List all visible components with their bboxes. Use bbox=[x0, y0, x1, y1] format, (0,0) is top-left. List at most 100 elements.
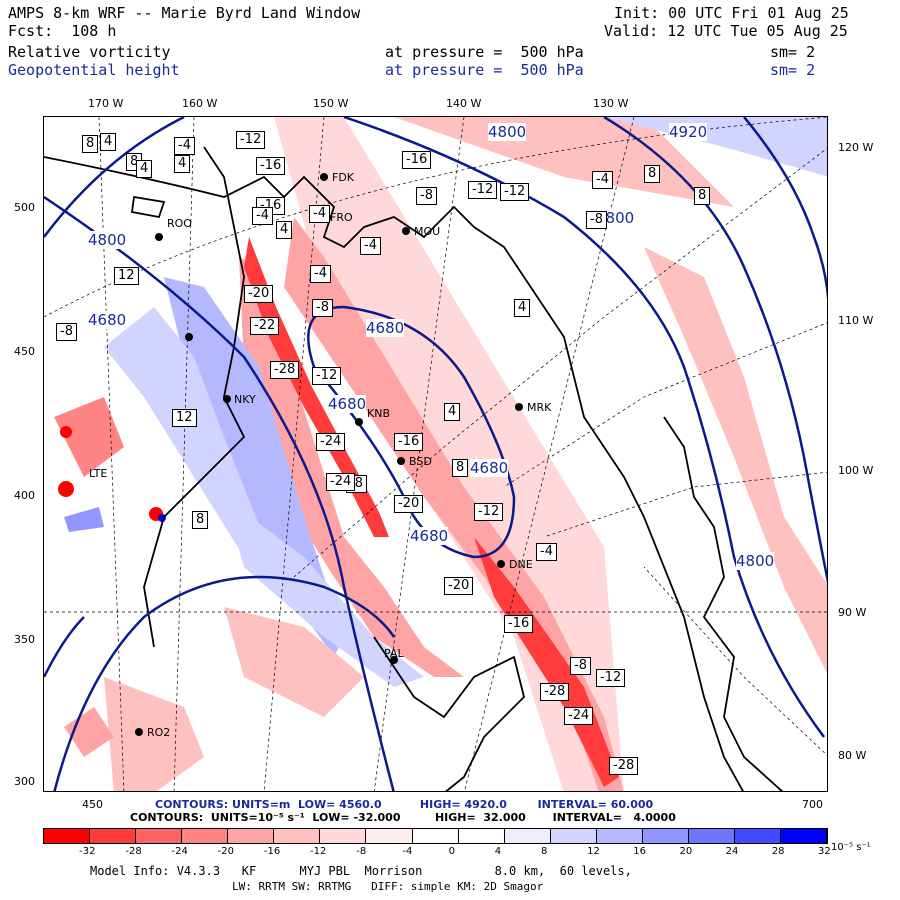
model-info: Model Info: V4.3.3 KF MYJ PBL Morrison 8… bbox=[90, 864, 632, 878]
left-grid-label: 450 bbox=[14, 345, 35, 358]
color-bar-tick-label: 32 bbox=[818, 846, 831, 857]
vorticity-label: -4 bbox=[252, 207, 273, 225]
height-contour-info: CONTOURS: UNITS=m LOW= 4560.0 HIGH= 4920… bbox=[155, 798, 654, 811]
right-lon-label: 110 W bbox=[838, 314, 874, 327]
vorticity-label: -8 bbox=[586, 211, 607, 229]
top-lon-label: 130 W bbox=[593, 97, 629, 110]
vorticity-label: 4 bbox=[514, 299, 531, 317]
vorticity-label: 4 bbox=[444, 403, 461, 421]
left-grid-label: 400 bbox=[14, 489, 35, 502]
field1-name: Relative vorticity bbox=[8, 43, 171, 61]
height-label: 4920 bbox=[669, 123, 708, 141]
top-lon-label: 160 W bbox=[182, 97, 218, 110]
color-bar-segment bbox=[642, 829, 689, 843]
vorticity-label: 4 bbox=[100, 133, 117, 151]
color-bar bbox=[43, 828, 828, 844]
negative-vorticity-blob bbox=[64, 707, 114, 757]
color-bar-tick-label: 28 bbox=[771, 846, 785, 857]
color-bar-segment bbox=[412, 829, 459, 843]
color-bar-segment bbox=[734, 829, 781, 843]
vorticity-label: -24 bbox=[316, 433, 346, 451]
station-label: BSD bbox=[409, 455, 432, 468]
color-bar-segment bbox=[136, 829, 183, 843]
vorticity-label: -8 bbox=[416, 187, 437, 205]
vorticity-label: -4 bbox=[310, 265, 331, 283]
negative-vorticity-peak bbox=[244, 237, 389, 537]
vorticity-label: 8 bbox=[452, 459, 469, 477]
vorticity-label: -24 bbox=[326, 473, 356, 491]
map-title: AMPS 8-km WRF -- Marie Byrd Land Window bbox=[8, 4, 361, 22]
station-label: PAL bbox=[384, 647, 404, 660]
station-markers bbox=[135, 173, 523, 736]
color-bar-segment bbox=[366, 829, 413, 843]
negative-vorticity-band bbox=[644, 247, 827, 673]
height-contours bbox=[44, 117, 827, 791]
vorticity-label: -12 bbox=[312, 367, 342, 385]
vorticity-label: -4 bbox=[592, 171, 613, 189]
color-bar-segment bbox=[688, 829, 735, 843]
vorticity-label: 4 bbox=[276, 221, 293, 239]
station-label: KNB bbox=[367, 407, 390, 420]
color-bar-tick-label: -4 bbox=[402, 846, 413, 857]
right-lon-label: 90 W bbox=[838, 606, 867, 619]
positive-vorticity-band bbox=[104, 307, 264, 557]
color-bar-tick-label: 24 bbox=[725, 846, 739, 857]
left-grid-label: 350 bbox=[14, 633, 35, 646]
vorticity-label: 4 bbox=[174, 155, 191, 173]
map-panel: FDK FRO MOU ROO NKY KNB MRK BSD DNE PAL … bbox=[43, 116, 828, 792]
vorticity-label: -8 bbox=[56, 323, 77, 341]
color-bar-tick-label: -20 bbox=[217, 846, 235, 857]
vorticity-label: -8 bbox=[312, 299, 333, 317]
vorticity-label: -16 bbox=[402, 151, 432, 169]
vorticity-label: 12 bbox=[114, 267, 139, 285]
height-label: 4680 bbox=[88, 311, 127, 329]
color-bar-tick-label: -24 bbox=[171, 846, 188, 857]
field2-name: Geopotential height bbox=[8, 61, 180, 79]
vorticity-label: 8 bbox=[644, 165, 661, 183]
top-lon-label: 170 W bbox=[88, 97, 124, 110]
negative-vorticity-band bbox=[394, 117, 734, 207]
height-label: 4800 bbox=[488, 123, 527, 141]
left-grid-label: 500 bbox=[14, 201, 35, 214]
vorticity-label: -4 bbox=[174, 137, 195, 155]
color-bar-tick-label: 16 bbox=[633, 846, 647, 857]
top-lon-label: 140 W bbox=[446, 97, 482, 110]
vorticity-label: -4 bbox=[309, 205, 330, 223]
vorticity-label: -8 bbox=[570, 657, 591, 675]
vorticity-label: -4 bbox=[360, 237, 381, 255]
field1-smoothing: sm= 2 bbox=[770, 43, 816, 61]
vorticity-label: -28 bbox=[609, 757, 639, 775]
color-bar-units: 10⁻⁵ s⁻¹ bbox=[831, 842, 871, 853]
forecast-hour: Fcst: 108 h bbox=[8, 22, 117, 40]
negative-vorticity-band bbox=[104, 677, 204, 791]
vorticity-label: -4 bbox=[536, 543, 557, 561]
top-lon-label: 150 W bbox=[313, 97, 349, 110]
init-time: Init: 00 UTC Fri 01 Aug 25 bbox=[614, 4, 849, 22]
vorticity-label: 4 bbox=[136, 160, 153, 178]
color-bar-segment bbox=[228, 829, 275, 843]
field2-level: at pressure = 500 hPa bbox=[385, 61, 584, 79]
color-bar-tick-label: -8 bbox=[356, 846, 367, 857]
color-bar-segment bbox=[550, 829, 597, 843]
vorticity-label: -20 bbox=[394, 495, 424, 513]
vorticity-label: 8 bbox=[694, 187, 711, 205]
vorticity-label: -12 bbox=[474, 503, 504, 521]
vorticity-label: -12 bbox=[596, 669, 626, 687]
color-bar-tick-label: 4 bbox=[494, 846, 502, 857]
vorticity-label: -22 bbox=[250, 317, 280, 335]
color-bar-segment bbox=[320, 829, 367, 843]
height-label: 4680 bbox=[470, 459, 509, 477]
vorticity-label: -20 bbox=[444, 577, 474, 595]
station-label: MOU bbox=[414, 225, 441, 238]
height-label: 4680 bbox=[328, 395, 367, 413]
positive-vorticity-band bbox=[604, 117, 827, 177]
color-bar-tick-label: -28 bbox=[125, 846, 142, 857]
vorticity-label: -28 bbox=[540, 683, 570, 701]
color-bar-tick-label: 20 bbox=[679, 846, 693, 857]
vorticity-label: 12 bbox=[172, 409, 197, 427]
color-bar-segment bbox=[458, 829, 505, 843]
color-bar-segment bbox=[504, 829, 551, 843]
vorticity-label: -12 bbox=[500, 183, 530, 201]
vorticity-label: -28 bbox=[270, 361, 300, 379]
station-label: LTE bbox=[89, 467, 108, 480]
